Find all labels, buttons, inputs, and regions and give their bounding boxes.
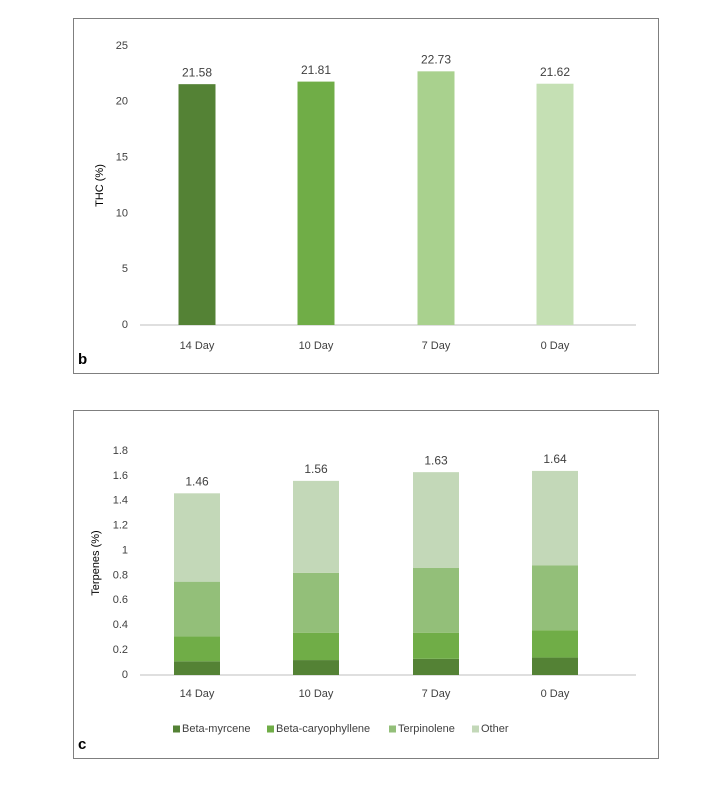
total-label: 1.56	[304, 462, 328, 476]
y-tick-label: 15	[116, 152, 128, 164]
y-tick-label: 0.2	[113, 644, 128, 656]
y-tick-label: 0	[122, 319, 128, 331]
panel-frame	[73, 410, 659, 759]
y-axis-title: Terpenes (%)	[90, 530, 102, 595]
y-tick-label: 0.6	[113, 594, 128, 606]
total-label: 1.46	[185, 474, 209, 488]
y-tick-label: 0.4	[113, 619, 128, 631]
x-tick-label: 10 Day	[299, 688, 334, 700]
legend-label: Beta-myrcene	[182, 723, 250, 735]
bar	[417, 71, 455, 326]
bar-segment	[413, 567, 459, 633]
panel-label: b	[78, 351, 87, 368]
bar-segment	[293, 572, 339, 633]
x-tick-label: 7 Day	[422, 688, 451, 700]
bar-segment	[293, 632, 339, 661]
bar-segment	[532, 565, 578, 631]
y-tick-label: 1.8	[113, 445, 128, 457]
bar-segment	[413, 472, 459, 568]
bar	[536, 83, 574, 326]
x-tick-label: 0 Day	[541, 340, 570, 352]
legend-swatch	[173, 725, 180, 733]
y-axis-title: THC (%)	[94, 164, 106, 207]
bar-segment	[293, 660, 339, 675]
legend-label: Terpinolene	[398, 723, 455, 735]
x-tick-label: 14 Day	[180, 340, 215, 352]
y-tick-label: 0	[122, 669, 128, 681]
x-tick-label: 10 Day	[299, 340, 334, 352]
y-tick-label: 0.8	[113, 569, 128, 581]
bar	[297, 81, 335, 325]
legend-label: Beta-caryophyllene	[276, 723, 370, 735]
y-tick-label: 1.6	[113, 470, 128, 482]
panel-label: c	[78, 736, 86, 753]
bar-segment	[174, 581, 220, 637]
bar-segment	[293, 480, 339, 573]
bar-segment	[174, 661, 220, 675]
bar-segment	[532, 657, 578, 675]
value-label: 21.58	[182, 65, 212, 79]
bar-segment	[413, 632, 459, 659]
bar	[178, 84, 216, 325]
value-label: 21.81	[301, 63, 331, 77]
x-tick-label: 14 Day	[180, 688, 215, 700]
y-tick-label: 1.2	[113, 520, 128, 532]
legend-swatch	[267, 725, 274, 733]
legend-swatch	[389, 725, 396, 733]
value-label: 21.62	[540, 65, 570, 79]
x-tick-label: 0 Day	[541, 688, 570, 700]
bar-segment	[174, 636, 220, 662]
total-label: 1.63	[424, 453, 448, 467]
y-tick-label: 25	[116, 40, 128, 52]
y-tick-label: 5	[122, 263, 128, 275]
bar-segment	[532, 630, 578, 658]
total-label: 1.64	[543, 452, 567, 466]
panel-frame	[73, 18, 659, 374]
bar-segment	[413, 658, 459, 675]
legend-swatch	[472, 725, 479, 733]
bar-segment	[174, 493, 220, 582]
y-tick-label: 20	[116, 96, 128, 108]
y-tick-label: 1	[122, 544, 128, 556]
bar-segment	[532, 470, 578, 566]
y-tick-label: 10	[116, 207, 128, 219]
y-tick-label: 1.4	[113, 495, 128, 507]
x-tick-label: 7 Day	[422, 340, 451, 352]
value-label: 22.73	[421, 53, 451, 67]
legend-label: Other	[481, 723, 509, 735]
